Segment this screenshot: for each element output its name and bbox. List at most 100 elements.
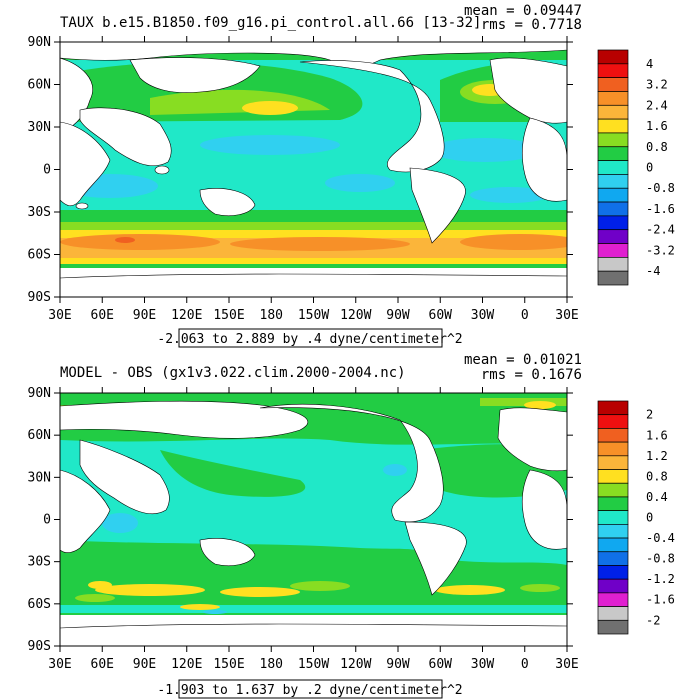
- colorbar-swatch: [597, 400, 629, 416]
- range-label: -1.903 to 1.637 by .2 dyne/centimeter^2: [157, 683, 462, 698]
- x-axis: 30E 60E 90E 120E 150E 180 150W 120W 90W 60W 30W 0 30…: [48, 387, 579, 672]
- x-tick-label: 60W: [429, 308, 453, 323]
- colorbar-label: 0.8: [646, 140, 668, 154]
- x-tick-label: 30W: [471, 308, 495, 323]
- colorbar-swatch: [597, 469, 629, 484]
- colorbar-swatch: [597, 455, 629, 470]
- colorbar-swatch: [597, 270, 629, 286]
- x-tick-label: 180: [260, 308, 283, 323]
- x-tick-label: 150E: [213, 657, 244, 672]
- colorbar-label: 3.2: [646, 78, 668, 92]
- x-tick-label: 150W: [298, 308, 329, 323]
- y-tick-label: 30N: [28, 120, 51, 135]
- colorbar-swatch: [597, 428, 629, 443]
- x-tick-label: 150E: [213, 308, 244, 323]
- y-tick-label: 60S: [28, 248, 51, 263]
- x-tick-label: 120W: [340, 657, 371, 672]
- colorbar-swatch: [597, 482, 629, 498]
- colorbar-label: -1.6: [646, 593, 675, 607]
- colorbar-label: 0.4: [646, 490, 668, 504]
- y-tick-label: 0: [43, 163, 51, 178]
- colorbar-swatch: [597, 243, 629, 258]
- colorbar-swatch: [597, 91, 629, 106]
- colorbar-swatch: [597, 619, 629, 635]
- range-box: [178, 328, 443, 348]
- colorbar-swatch: [597, 132, 629, 148]
- colorbar-swatch: [597, 215, 629, 231]
- colorbar-swatch: [597, 174, 629, 189]
- x-tick-label: 60W: [429, 657, 453, 672]
- panel-taux: TAUX b.e15.B1850.f09_g16.pi_control.all.…: [28, 3, 675, 348]
- colorbar-label: 2: [646, 408, 653, 422]
- x-tick-label: 120W: [340, 308, 371, 323]
- panel-title: MODEL - OBS (gx1v3.022.clim.2000-2004.nc…: [60, 365, 406, 381]
- colorbar-swatch: [597, 592, 629, 607]
- mean-label: mean = 0.09447: [464, 3, 582, 19]
- mean-label: mean = 0.01021: [464, 352, 582, 368]
- colorbar-label: 0: [646, 161, 653, 175]
- colorbar-swatch: [597, 606, 629, 621]
- x-tick-label: 30E: [555, 308, 578, 323]
- panel-model-minus-obs: MODEL - OBS (gx1v3.022.clim.2000-2004.nc…: [28, 352, 675, 699]
- y-tick-label: 60N: [28, 428, 51, 443]
- x-tick-label: 90W: [386, 308, 410, 323]
- map-field: [60, 393, 567, 646]
- colorbar: 4 3.2 2.4 1.6 0.8 0 -0.8 -1.6 -2.4 -3.2 -4: [597, 49, 675, 286]
- x-tick-label: 30E: [48, 657, 71, 672]
- colorbar-swatch: [597, 160, 629, 175]
- colorbar-swatch: [597, 77, 629, 92]
- colorbar-label: 1.6: [646, 119, 668, 133]
- colorbar-label: 0.8: [646, 469, 668, 483]
- y-tick-label: 0: [43, 513, 51, 528]
- colorbar-label: 2.4: [646, 98, 668, 112]
- colorbar-label: -0.4: [646, 531, 675, 545]
- colorbar-label: 1.2: [646, 449, 668, 463]
- colorbar-swatch: [597, 104, 629, 120]
- x-tick-label: 90W: [386, 657, 410, 672]
- x-tick-label: 30E: [555, 657, 578, 672]
- x-tick-label: 90E: [133, 308, 156, 323]
- colorbar-label: -2: [646, 613, 660, 627]
- y-tick-label: 90N: [28, 35, 51, 50]
- x-tick-label: 0: [521, 308, 529, 323]
- x-tick-label: 180: [260, 657, 283, 672]
- colorbar-swatch: [597, 565, 629, 580]
- panel-title: TAUX b.e15.B1850.f09_g16.pi_control.all.…: [60, 15, 481, 31]
- colorbar-label: -0.8: [646, 181, 675, 195]
- y-tick-label: 90N: [28, 386, 51, 401]
- colorbar-swatch: [597, 63, 629, 78]
- colorbar: 2 1.6 1.2 0.8 0.4 0 -0.4 -0.8 -1.2 -1.6 -2: [597, 400, 675, 635]
- y-tick-label: 90S: [28, 639, 51, 654]
- x-tick-label: 30W: [471, 657, 495, 672]
- colorbar-label: 0: [646, 511, 653, 525]
- map-field: [60, 42, 567, 297]
- x-tick-label: 60E: [91, 657, 114, 672]
- colorbar-swatch: [597, 187, 629, 203]
- colorbar-swatch: [597, 578, 629, 594]
- colorbar-label: -2.4: [646, 223, 675, 237]
- rms-label: rms = 0.7718: [481, 17, 582, 33]
- x-tick-label: 60E: [91, 308, 114, 323]
- colorbar-label: 1.6: [646, 428, 668, 442]
- colorbar-swatch: [597, 510, 629, 525]
- colorbar-swatch: [597, 201, 629, 217]
- y-axis: 90N 60N 30N 0 30S 60S 90S: [28, 386, 573, 654]
- colorbar-swatch: [597, 551, 629, 566]
- colorbar-label: -1.6: [646, 202, 675, 216]
- colorbar-label: -3.2: [646, 243, 675, 257]
- y-axis: 90N 60N 30N 0 30S 60S 90S: [28, 35, 573, 305]
- colorbar-label: 4: [646, 57, 653, 71]
- colorbar-swatch: [597, 49, 629, 65]
- colorbar-swatch: [597, 146, 629, 161]
- colorbar-swatch: [597, 414, 629, 429]
- range-label: -2.063 to 2.889 by .4 dyne/centimeter^2: [157, 332, 462, 347]
- range-box: [178, 679, 443, 699]
- colorbar-swatch: [597, 229, 629, 244]
- y-tick-label: 60N: [28, 78, 51, 93]
- colorbar-swatch: [597, 257, 629, 272]
- colorbar-label: -0.8: [646, 552, 675, 566]
- y-tick-label: 30S: [28, 555, 51, 570]
- colorbar-label: -4: [646, 264, 660, 278]
- rms-label: rms = 0.1676: [481, 367, 582, 383]
